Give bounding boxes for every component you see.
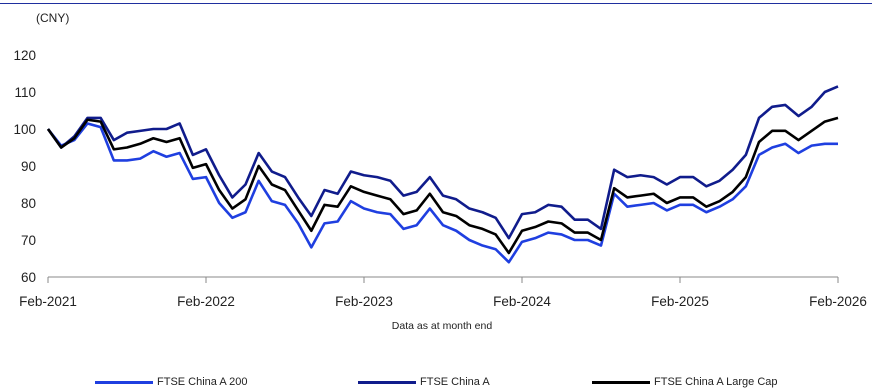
y-axis: 60 70 80 90 100 110 120 xyxy=(13,48,36,285)
legend-item-ftse-china-a-large-cap: FTSE China A Large Cap xyxy=(592,374,778,390)
legend-swatch xyxy=(95,380,153,384)
plot-area xyxy=(46,85,839,264)
line-chart: (CNY) 60 70 80 90 100 110 120 Feb-2021 Feb-2022… xyxy=(13,11,867,332)
legend-label: FTSE China A xyxy=(420,376,490,388)
y-tick-label: 110 xyxy=(14,85,36,100)
legend-item-ftse-china-a-200: FTSE China A 200 xyxy=(95,374,248,390)
y-tick-label: 100 xyxy=(13,122,36,137)
x-axis: Feb-2021 Feb-2022 Feb-2023 Feb-2024 Feb-2025… xyxy=(19,276,867,309)
x-tick-label: Feb-2023 xyxy=(335,294,393,309)
legend-label: FTSE China A 200 xyxy=(157,376,248,388)
x-tick-label: Feb-2025 xyxy=(651,294,709,309)
unit-label: (CNY) xyxy=(36,11,69,25)
series-line-ftse-china-a-200 xyxy=(46,122,838,264)
y-tick-label: 60 xyxy=(21,270,36,285)
legend-item-ftse-china-a: FTSE China A xyxy=(358,374,490,390)
legend-swatch xyxy=(358,380,416,384)
y-tick-label: 120 xyxy=(13,48,36,63)
x-tick-label: Feb-2026 xyxy=(809,294,867,309)
top-rule xyxy=(0,3,872,4)
x-tick-label: Feb-2022 xyxy=(177,294,235,309)
x-tick-label: Feb-2024 xyxy=(493,294,551,309)
y-tick-label: 80 xyxy=(21,196,36,211)
chart-note: Data as at month end xyxy=(392,320,493,332)
legend-label: FTSE China A Large Cap xyxy=(654,376,778,388)
legend: FTSE China A 200 FTSE China A FTSE China… xyxy=(0,374,872,390)
y-tick-label: 90 xyxy=(21,159,36,174)
series-line-ftse-china-a xyxy=(46,85,839,240)
x-tick-label: Feb-2021 xyxy=(19,294,77,309)
y-tick-label: 70 xyxy=(21,233,36,248)
series-line-ftse-china-a-large-cap xyxy=(46,116,839,255)
legend-swatch xyxy=(592,380,650,384)
